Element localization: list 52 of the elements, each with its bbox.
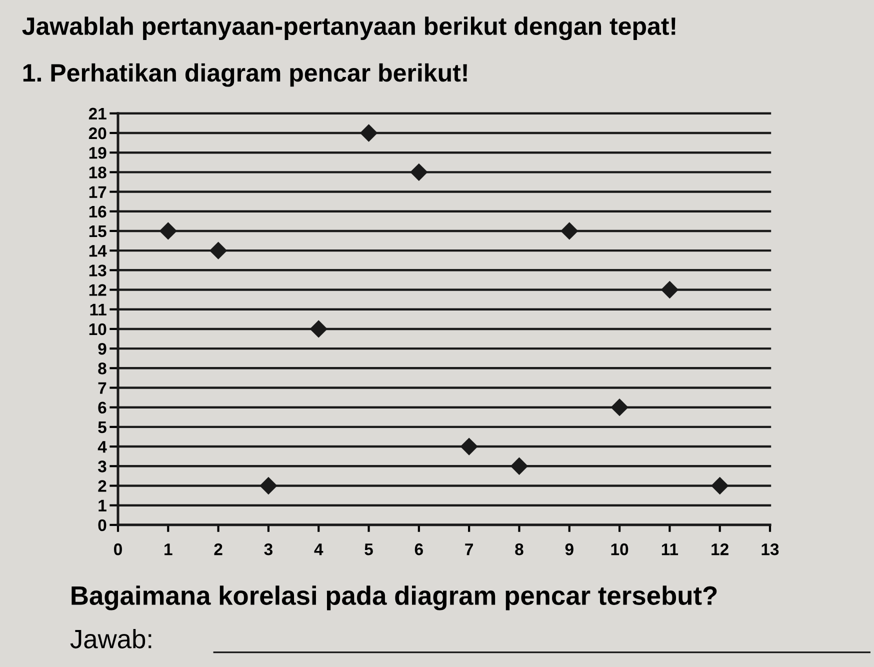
y-tick-label: 8 bbox=[98, 362, 106, 374]
chart-title: Jawablah pertanyaan-pertanyaan berikut dengan tepat! bbox=[22, 16, 676, 40]
y-tick-label: 5 bbox=[98, 422, 106, 434]
point bbox=[560, 222, 578, 240]
y-tick-label: 19 bbox=[89, 146, 106, 159]
y-tick-label: 9 bbox=[98, 342, 106, 355]
x-tick-label: 11 bbox=[662, 544, 678, 556]
y-tick-label: 4 bbox=[98, 441, 107, 453]
y-tick-label: 3 bbox=[98, 460, 106, 472]
x-tick-label: 0 bbox=[114, 543, 122, 556]
x-tick-label: 2 bbox=[214, 543, 222, 556]
x-tick-label: 6 bbox=[414, 543, 423, 556]
y-tick-label: 10 bbox=[89, 323, 106, 336]
x-tick-label: 7 bbox=[465, 544, 473, 556]
x-tick-label: 8 bbox=[515, 543, 524, 556]
y-tick-label: 1 bbox=[98, 500, 106, 512]
point bbox=[711, 476, 729, 495]
y-tick-label: 11 bbox=[90, 304, 106, 316]
point bbox=[510, 457, 528, 475]
x-tick-label: 9 bbox=[565, 543, 574, 556]
x-tick-label: 5 bbox=[364, 544, 373, 556]
point bbox=[410, 163, 428, 182]
y-tick-label: 18 bbox=[89, 166, 106, 178]
y-tick-label: 7 bbox=[98, 382, 106, 394]
point bbox=[660, 280, 679, 299]
point bbox=[460, 438, 478, 456]
y-tick-label: 12 bbox=[89, 284, 106, 296]
y-tick-label: 15 bbox=[89, 226, 106, 238]
y-tick-label: 17 bbox=[89, 186, 106, 198]
x-tick-label: 10 bbox=[611, 543, 628, 556]
point bbox=[159, 222, 177, 240]
point bbox=[260, 476, 278, 495]
x-tick-label: 1 bbox=[164, 544, 172, 556]
point bbox=[310, 320, 328, 338]
x-tick-label: 3 bbox=[264, 543, 272, 556]
x-tick-label: 4 bbox=[314, 544, 324, 556]
y-tick-label: 16 bbox=[89, 206, 106, 218]
y-tick-label: 6 bbox=[98, 402, 106, 414]
y-tick-label: 21 bbox=[88, 108, 106, 120]
point bbox=[360, 124, 378, 142]
y-tick-label: 20 bbox=[88, 127, 106, 140]
chart-subtitle: 1. Perhatikan diagram pencar berikut! bbox=[23, 63, 467, 87]
text: Bagaimana korelasi pada diagram pencar tersebut? bbox=[72, 586, 717, 610]
y-tick-label: 2 bbox=[98, 480, 106, 492]
text: Jawab: bbox=[70, 629, 152, 648]
x-tick-label: 12 bbox=[712, 543, 728, 556]
point bbox=[610, 398, 628, 416]
y-tick-label: 0 bbox=[98, 519, 106, 532]
y-tick-label: 13 bbox=[89, 264, 106, 276]
point bbox=[209, 242, 228, 260]
x-tick-label: 13 bbox=[762, 543, 779, 556]
y-tick-label: 14 bbox=[89, 245, 107, 257]
